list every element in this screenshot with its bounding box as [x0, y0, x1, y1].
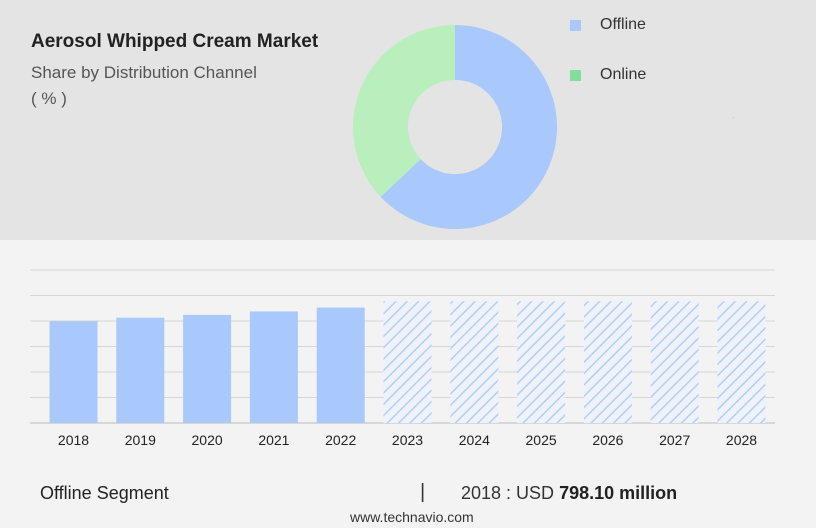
footer-divider: | — [420, 481, 426, 503]
bar-2019 — [116, 317, 165, 423]
x-tick-label-2027: 2027 — [659, 432, 690, 448]
footer-value-prefix: 2018 : USD — [461, 483, 555, 503]
x-tick-label-2021: 2021 — [258, 432, 289, 448]
donut-hole — [408, 80, 502, 174]
legend-swatch-online — [570, 69, 581, 81]
x-tick-label-2024: 2024 — [459, 432, 490, 448]
donut-slice-online — [353, 25, 455, 197]
donut-slice-offline — [380, 25, 557, 229]
forecast-bar-2024 — [450, 301, 499, 423]
x-tick-label-2018: 2018 — [58, 432, 89, 448]
chart-subtitle: Share by Distribution Channel — [31, 63, 257, 82]
forecast-bar-2028 — [717, 301, 766, 423]
legend-item-online: Online — [570, 64, 646, 86]
source-link[interactable]: www.technavio.com — [350, 509, 474, 525]
bar-2022 — [316, 307, 365, 423]
chart-title: Aerosol Whipped Cream Market — [31, 31, 319, 52]
bar-2018 — [49, 321, 98, 423]
chart-unit: ( % ) — [31, 89, 67, 108]
forecast-bar-2027 — [650, 301, 699, 423]
bar-2020 — [183, 314, 232, 423]
x-tick-label-2019: 2019 — [125, 432, 156, 448]
legend-label-offline: Offline — [600, 16, 646, 33]
legend-swatch-offline — [570, 19, 581, 31]
x-tick-label-2023: 2023 — [392, 432, 423, 448]
donut-legend: Offline Online — [570, 14, 646, 114]
legend-item-offline: Offline — [570, 14, 646, 36]
forecast-bar-2023 — [383, 301, 432, 423]
forecast-bar-2026 — [583, 301, 632, 423]
bar-chart: 2018 2019 2020 2021 2022 2023 2024 2025 2026 2027… — [30, 269, 775, 448]
x-tick-label-2025: 2025 — [526, 432, 557, 448]
donut-chart — [353, 25, 557, 229]
footer-segment-label: Offline Segment — [40, 483, 169, 503]
forecast-bar-2025 — [517, 301, 566, 423]
x-tick-label-2026: 2026 — [592, 432, 623, 448]
decorative-dot — [733, 117, 734, 118]
bar-2021 — [249, 311, 298, 423]
x-tick-label-2022: 2022 — [325, 432, 356, 448]
x-tick-label-2028: 2028 — [726, 432, 757, 448]
legend-label-online: Online — [600, 66, 647, 83]
footer-value: 2018 : USD 798.10 million — [461, 483, 677, 504]
x-tick-label-2020: 2020 — [192, 432, 223, 448]
footer-value-amount: 798.10 million — [559, 483, 678, 503]
